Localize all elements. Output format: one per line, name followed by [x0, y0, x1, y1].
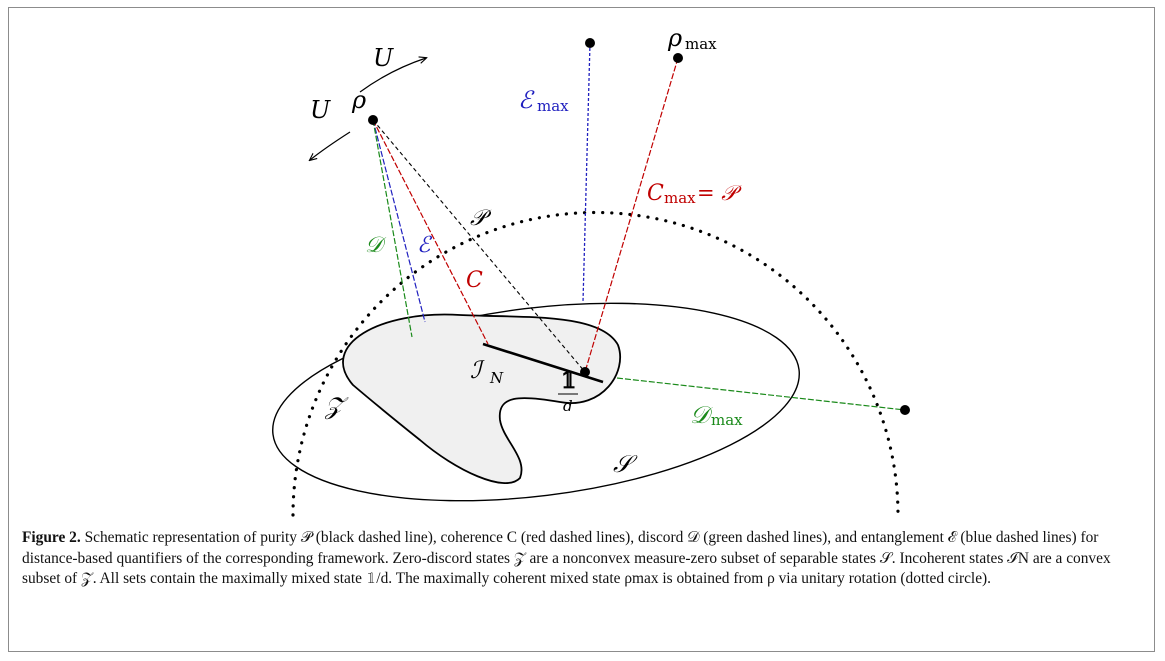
figure-caption: Figure 2. Schematic representation of pu… — [22, 528, 1142, 590]
zero-discord-set — [342, 313, 621, 484]
maximally-mixed-point — [580, 367, 590, 377]
rho-max-point — [673, 53, 683, 63]
label-purity: 𝒫 — [470, 206, 492, 231]
label-e-max-sub: max — [537, 97, 569, 115]
label-e-max: ℰ — [518, 86, 535, 114]
label-identity-num: 𝟙 — [561, 368, 576, 394]
e-max-point — [585, 38, 595, 48]
label-rho-max-sub: max — [685, 35, 717, 53]
separable-set-ellipse — [272, 302, 800, 502]
label-identity-den: d — [563, 397, 573, 415]
label-rho-max: ρ — [667, 24, 682, 52]
caption-label: Figure 2. — [22, 529, 81, 546]
label-u-left: U — [310, 96, 331, 124]
label-c-max-eq: = 𝒫 — [697, 181, 742, 205]
label-zero-discord: 𝒵 — [324, 392, 349, 420]
entanglement-max-line — [582, 42, 591, 303]
label-discord-max-sub: max — [711, 411, 743, 429]
label-u-top: U — [373, 44, 394, 72]
label-incoherent-set: ℐ — [470, 356, 485, 384]
caption-text: Schematic representation of purity 𝒫 (bl… — [22, 529, 1111, 587]
d-max-point — [900, 405, 910, 415]
label-rho: ρ — [351, 86, 366, 114]
rotation-arrow-down — [310, 131, 351, 160]
label-entanglement: ℰ — [417, 233, 433, 258]
purity-line — [372, 119, 586, 373]
coherence-line — [372, 119, 489, 345]
label-separable: 𝒮 — [613, 450, 638, 478]
unitary-orbit-circle — [291, 210, 900, 517]
rho-point — [368, 115, 378, 125]
discord-max-line — [616, 377, 906, 411]
label-discord: 𝒟 — [365, 233, 387, 258]
coherence-max-line — [584, 57, 679, 373]
discord-line — [372, 119, 413, 338]
label-c-max-sub: max — [664, 189, 696, 207]
label-incoherent-sub: N — [489, 369, 504, 387]
entanglement-line — [372, 119, 426, 323]
label-c-max: C — [647, 181, 664, 206]
rotation-arrow-up — [359, 58, 426, 93]
label-coherence: C — [466, 268, 483, 293]
